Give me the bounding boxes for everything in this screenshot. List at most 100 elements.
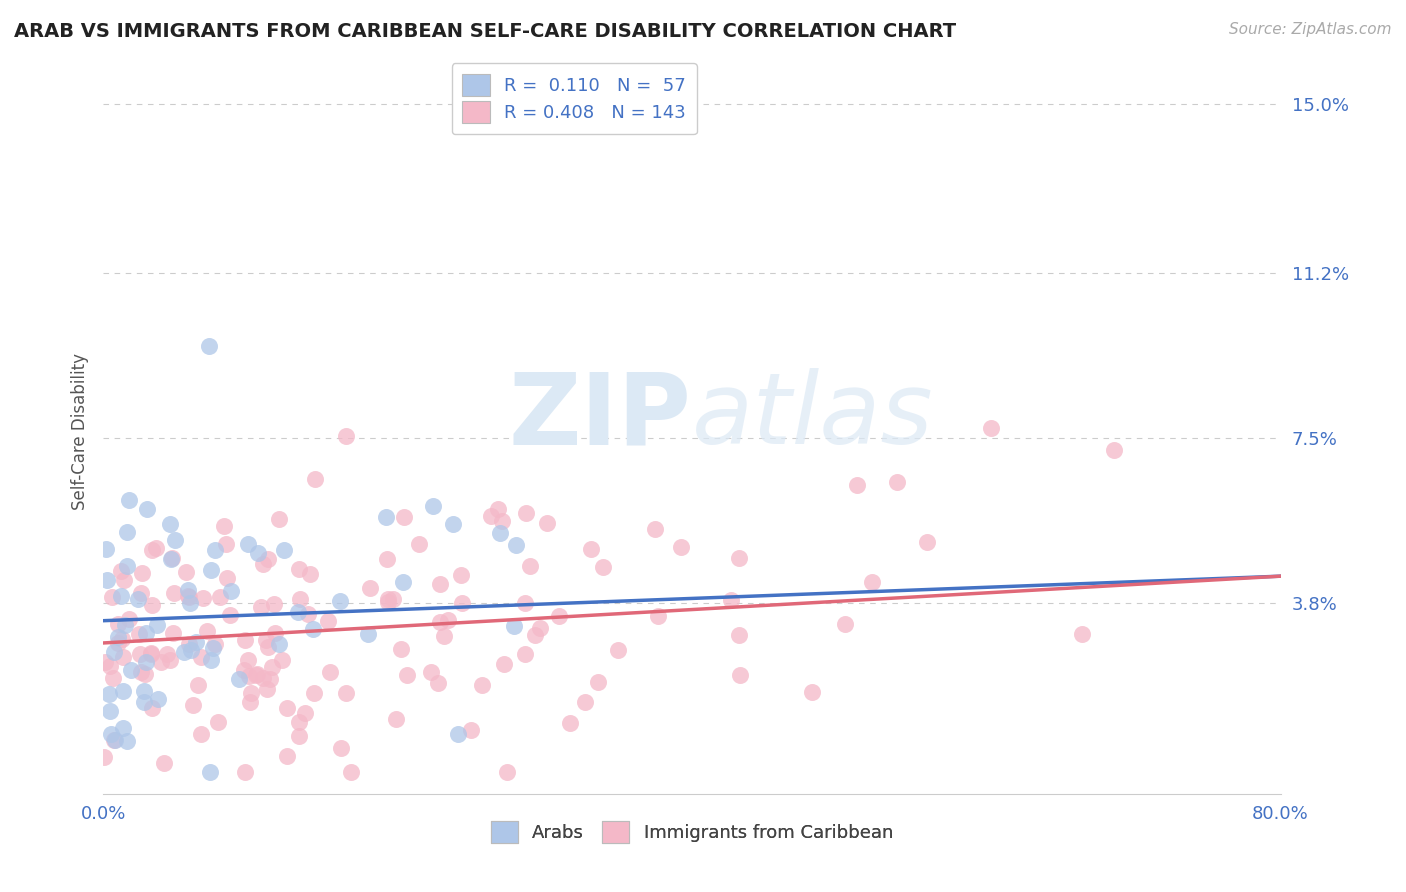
Point bbox=[257, 640, 280, 655]
Point bbox=[486, 502, 509, 516]
Point bbox=[536, 516, 558, 530]
Point bbox=[228, 672, 250, 686]
Point bbox=[335, 686, 357, 700]
Point bbox=[219, 607, 242, 622]
Point bbox=[141, 701, 163, 715]
Point bbox=[120, 663, 142, 677]
Point bbox=[111, 650, 134, 665]
Point bbox=[204, 637, 226, 651]
Text: ARAB VS IMMIGRANTS FROM CARIBBEAN SELF-CARE DISABILITY CORRELATION CHART: ARAB VS IMMIGRANTS FROM CARIBBEAN SELF-C… bbox=[14, 22, 956, 41]
Point bbox=[574, 695, 596, 709]
Point bbox=[503, 618, 526, 632]
Point bbox=[980, 421, 1002, 435]
Point bbox=[505, 538, 527, 552]
Point bbox=[98, 658, 121, 673]
Point bbox=[489, 526, 512, 541]
Point bbox=[141, 543, 163, 558]
Point bbox=[159, 516, 181, 531]
Point bbox=[202, 641, 225, 656]
Point bbox=[586, 675, 609, 690]
Point bbox=[134, 666, 156, 681]
Point bbox=[110, 564, 132, 578]
Point bbox=[141, 598, 163, 612]
Point bbox=[1102, 442, 1125, 457]
Point bbox=[460, 723, 482, 737]
Point bbox=[179, 596, 201, 610]
Point bbox=[118, 492, 141, 507]
Point bbox=[592, 559, 614, 574]
Point bbox=[451, 596, 474, 610]
Point bbox=[129, 665, 152, 679]
Point bbox=[212, 519, 235, 533]
Point bbox=[256, 681, 278, 696]
Point bbox=[247, 546, 270, 560]
Point bbox=[494, 657, 516, 671]
Point bbox=[163, 586, 186, 600]
Point bbox=[94, 655, 117, 669]
Point bbox=[236, 537, 259, 551]
Point bbox=[173, 645, 195, 659]
Point bbox=[96, 574, 118, 588]
Point bbox=[359, 582, 381, 596]
Point bbox=[111, 632, 134, 647]
Point bbox=[135, 655, 157, 669]
Point bbox=[118, 612, 141, 626]
Point bbox=[319, 665, 342, 679]
Point bbox=[318, 614, 340, 628]
Point bbox=[107, 616, 129, 631]
Point bbox=[195, 624, 218, 638]
Point bbox=[302, 686, 325, 700]
Point bbox=[204, 542, 226, 557]
Point bbox=[276, 701, 298, 715]
Point bbox=[219, 583, 242, 598]
Point bbox=[190, 650, 212, 665]
Point bbox=[560, 716, 582, 731]
Point bbox=[129, 647, 152, 661]
Point bbox=[98, 704, 121, 718]
Point bbox=[156, 647, 179, 661]
Point bbox=[233, 632, 256, 647]
Point bbox=[529, 621, 551, 635]
Point bbox=[187, 678, 209, 692]
Point bbox=[200, 765, 222, 780]
Point bbox=[335, 429, 357, 443]
Point bbox=[114, 617, 136, 632]
Point bbox=[107, 630, 129, 644]
Point bbox=[177, 583, 200, 598]
Point bbox=[294, 706, 316, 720]
Point bbox=[115, 524, 138, 539]
Point bbox=[259, 672, 281, 686]
Point bbox=[207, 715, 229, 730]
Point bbox=[727, 551, 749, 566]
Point bbox=[252, 557, 274, 571]
Point bbox=[93, 750, 115, 764]
Point bbox=[249, 599, 271, 614]
Point bbox=[200, 563, 222, 577]
Point bbox=[269, 511, 291, 525]
Point bbox=[97, 687, 120, 701]
Point bbox=[433, 629, 456, 643]
Point bbox=[127, 591, 149, 606]
Point bbox=[419, 665, 441, 679]
Point bbox=[288, 729, 311, 743]
Point bbox=[491, 514, 513, 528]
Point bbox=[236, 653, 259, 667]
Point bbox=[267, 636, 290, 650]
Point bbox=[450, 567, 472, 582]
Point bbox=[519, 559, 541, 574]
Point bbox=[163, 533, 186, 547]
Point bbox=[917, 535, 939, 549]
Point bbox=[523, 628, 546, 642]
Point bbox=[429, 615, 451, 629]
Point bbox=[330, 741, 353, 756]
Point bbox=[647, 608, 669, 623]
Point bbox=[288, 714, 311, 729]
Point bbox=[252, 671, 274, 685]
Point bbox=[112, 721, 135, 735]
Point bbox=[215, 570, 238, 584]
Text: ZIP: ZIP bbox=[509, 368, 692, 466]
Point bbox=[273, 543, 295, 558]
Point bbox=[329, 594, 352, 608]
Point bbox=[263, 597, 285, 611]
Point bbox=[115, 558, 138, 573]
